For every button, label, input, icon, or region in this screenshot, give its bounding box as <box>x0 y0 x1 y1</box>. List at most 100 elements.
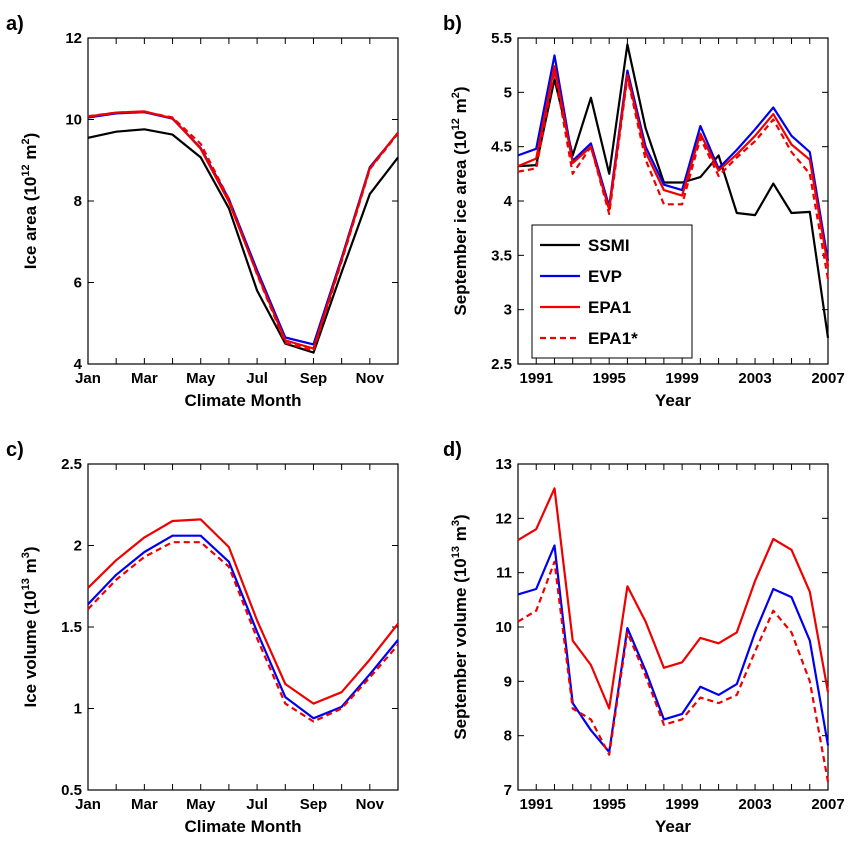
y-tick-label: 3.5 <box>491 247 512 264</box>
y-tick-label: 5 <box>504 84 512 101</box>
x-tick-label: Jan <box>75 370 101 387</box>
y-tick-label: 1.5 <box>61 619 82 636</box>
x-tick-label: 1991 <box>520 796 553 813</box>
y-axis-title-part: 2 <box>20 138 32 144</box>
series-line-evp <box>87 534 399 720</box>
y-axis-title: September volume (1013 m3) <box>450 514 470 739</box>
legend-label: EPA1* <box>588 329 638 348</box>
series-line-epa1-star <box>517 69 830 280</box>
series-line-ssmi <box>87 128 399 354</box>
y-axis-title-part: September ice area (10 <box>451 130 470 315</box>
x-tick-label: Nov <box>356 796 385 813</box>
y-tick-label: 7 <box>504 782 512 799</box>
y-tick-label: 4 <box>504 193 513 210</box>
y-axis-title-part: ) <box>21 546 40 552</box>
y-tick-label: 13 <box>495 456 512 473</box>
x-tick-label: Jul <box>246 370 268 387</box>
y-tick-label: 1 <box>74 701 82 718</box>
series-line-epa1-star <box>87 541 399 723</box>
y-axis-title-part: 2 <box>450 92 462 98</box>
legend-label: EPA1 <box>588 298 631 317</box>
y-tick-label: 12 <box>495 510 512 527</box>
y-axis-title-part: ) <box>451 86 470 92</box>
y-axis-title-part: ) <box>21 133 40 139</box>
x-tick-label: 1999 <box>665 796 698 813</box>
series-line-epa1 <box>87 518 399 705</box>
series-line-epa1 <box>517 65 830 267</box>
panel-c: c) 0.5 1 1.5 2 2.5 Jan Mar May Jul Sep Nov Climate M… <box>6 439 399 836</box>
y-tick-label: 12 <box>65 30 82 47</box>
series-line-epa1-star <box>517 560 830 783</box>
x-tick-label: Mar <box>131 370 158 387</box>
legend-box <box>531 224 693 359</box>
y-axis-title-part: 3 <box>20 552 32 558</box>
legend-label: SSMI <box>588 236 630 255</box>
y-tick-label: 2 <box>74 538 82 555</box>
y-tick-label: 2.5 <box>491 356 512 373</box>
y-axis-title-part: Ice area (10 <box>21 177 40 270</box>
panel-label: c) <box>6 439 24 461</box>
y-axis-title-part: 12 <box>20 164 32 176</box>
x-tick-label: Mar <box>131 796 158 813</box>
x-tick-label: Sep <box>300 370 328 387</box>
y-tick-label: 10 <box>65 112 82 129</box>
x-axis-title: Year <box>655 391 691 410</box>
y-tick-label: 4 <box>74 356 83 373</box>
y-tick-label: 3 <box>504 302 512 319</box>
panel-label: d) <box>443 439 462 461</box>
panel-b: b) 2.5 3 3.5 4 4.5 5 5.5 1991 1995 1999 2003 2007 Yea… <box>443 13 845 410</box>
y-axis-title-part: Ice volume (10 <box>21 590 40 707</box>
x-tick-label: Jul <box>246 796 268 813</box>
y-tick-label: 4.5 <box>491 139 512 156</box>
legend: SSMI EVP EPA1 EPA1* <box>531 224 693 359</box>
x-tick-label: 2007 <box>811 796 844 813</box>
y-tick-label: 11 <box>496 565 512 582</box>
y-axis-title-part: m <box>21 145 40 165</box>
legend-label: EVP <box>588 267 622 286</box>
series-line-epa1 <box>87 110 399 350</box>
x-tick-label: 2003 <box>738 796 771 813</box>
y-tick-label: 8 <box>74 193 82 210</box>
y-axis-title-part: m <box>451 526 470 546</box>
x-tick-label: 1995 <box>592 796 625 813</box>
panel-label: a) <box>6 13 24 35</box>
y-axis-title: Ice volume (1013 m3) <box>20 546 40 707</box>
x-axis-title: Climate Month <box>184 391 301 410</box>
y-axis-title-part: ) <box>451 514 470 520</box>
y-axis-title-part: September volume (10 <box>451 558 470 739</box>
series-line-epa1 <box>517 487 830 710</box>
y-tick-label: 10 <box>495 619 512 636</box>
x-tick-label: Nov <box>356 370 385 387</box>
y-tick-label: 6 <box>74 275 82 292</box>
x-tick-label: Jan <box>75 796 101 813</box>
x-tick-label: 1995 <box>592 370 625 387</box>
y-axis-title: September ice area (1012 m2) <box>450 86 470 315</box>
y-tick-label: 8 <box>504 728 512 745</box>
series-line-epa1-star <box>87 110 399 352</box>
x-tick-label: Sep <box>300 796 328 813</box>
panel-d: d) 7 8 9 10 11 12 13 1991 1995 1999 2003 2007 Year Sep… <box>443 439 845 836</box>
x-tick-label: 1999 <box>665 370 698 387</box>
series-line-evp <box>517 544 830 754</box>
axes-frame <box>87 463 399 791</box>
panel-label: b) <box>443 13 462 35</box>
x-axis-title: Climate Month <box>184 817 301 836</box>
y-tick-label: 9 <box>504 673 512 690</box>
y-tick-label: 2.5 <box>61 456 82 473</box>
x-tick-label: 1991 <box>520 370 553 387</box>
x-tick-label: May <box>186 370 216 387</box>
y-tick-label: 0.5 <box>61 782 82 799</box>
y-axis-title-part: m <box>451 98 470 118</box>
x-tick-label: May <box>186 796 216 813</box>
y-axis-title-part: 3 <box>450 520 462 526</box>
panel-a: a) 4 6 8 10 12 Jan Mar May Jul Sep Nov Climate Month… <box>6 13 399 410</box>
y-tick-label: 5.5 <box>491 30 512 47</box>
y-axis-title-part: m <box>21 558 40 578</box>
y-axis-title-part: 12 <box>450 118 462 130</box>
y-axis-title: Ice area (1012 m2) <box>20 133 40 270</box>
axes-frame <box>87 37 399 365</box>
x-tick-label: 2007 <box>811 370 844 387</box>
x-axis-title: Year <box>655 817 691 836</box>
y-axis-title-part: 13 <box>20 578 32 590</box>
